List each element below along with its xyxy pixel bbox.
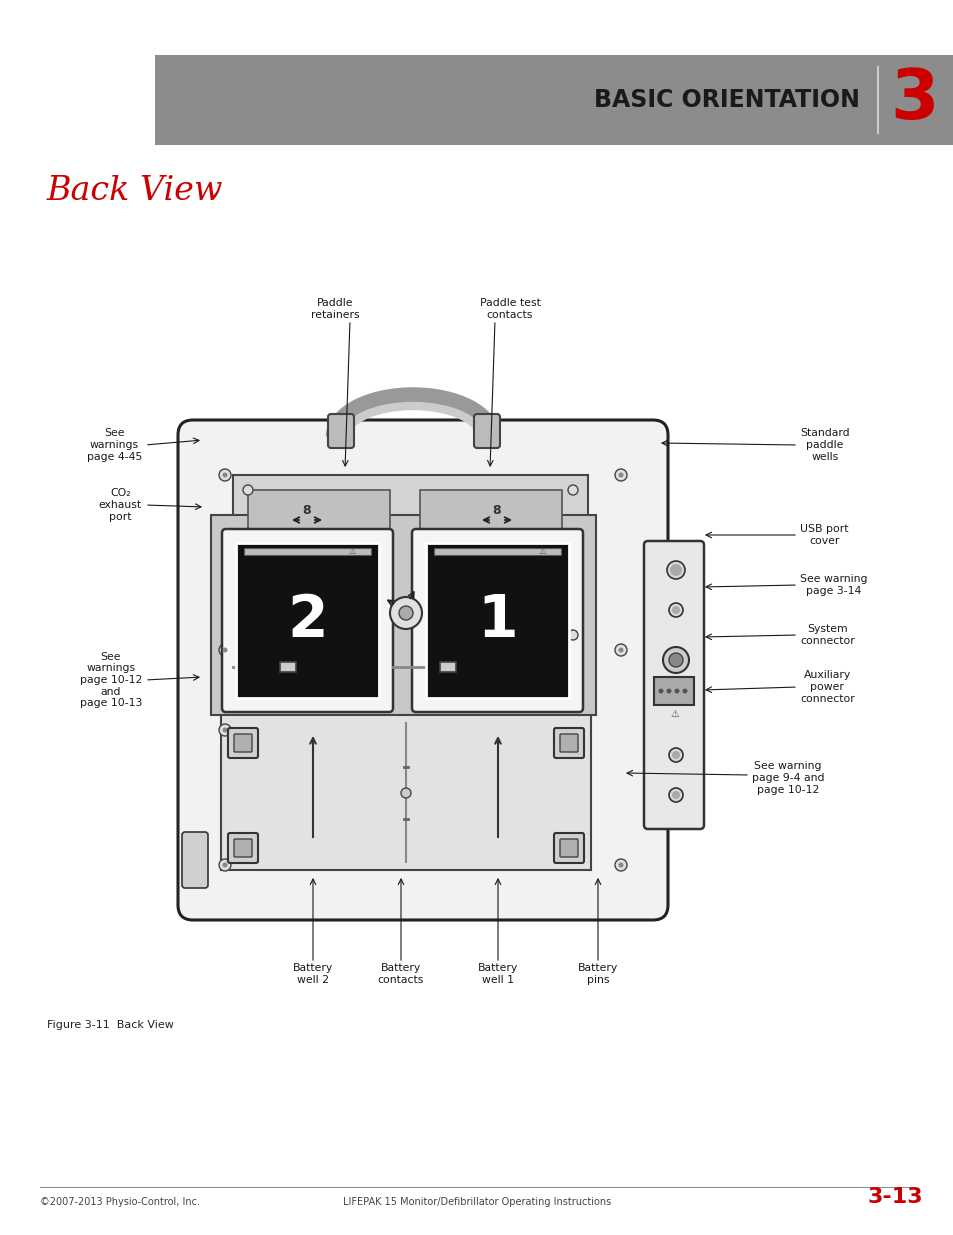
Circle shape: [567, 485, 578, 495]
Circle shape: [668, 603, 682, 618]
FancyBboxPatch shape: [178, 420, 667, 920]
Bar: [426, 543, 568, 698]
FancyBboxPatch shape: [182, 832, 208, 888]
Text: CO₂
exhaust
port: CO₂ exhaust port: [99, 488, 142, 521]
Text: See warning
page 9-4 and
page 10-12: See warning page 9-4 and page 10-12: [751, 762, 823, 794]
Text: LIFEPAK 15 Monitor/Defibrillator Operating Instructions: LIFEPAK 15 Monitor/Defibrillator Operati…: [342, 1197, 611, 1207]
FancyBboxPatch shape: [228, 832, 257, 863]
Circle shape: [618, 473, 623, 478]
Bar: [419, 490, 561, 635]
FancyBboxPatch shape: [412, 529, 582, 713]
FancyBboxPatch shape: [559, 734, 578, 752]
Text: See
warnings
page 10-12
and
page 10-13: See warnings page 10-12 and page 10-13: [79, 652, 142, 708]
Circle shape: [668, 788, 682, 802]
Text: Battery
well 1: Battery well 1: [477, 963, 517, 984]
Text: Standard
paddle
wells: Standard paddle wells: [800, 429, 849, 462]
Bar: [221, 715, 590, 869]
Text: Back View: Back View: [47, 175, 223, 207]
Text: Paddle test
contacts: Paddle test contacts: [479, 299, 539, 320]
Circle shape: [243, 485, 253, 495]
Circle shape: [662, 647, 688, 673]
Circle shape: [666, 561, 684, 579]
Circle shape: [658, 688, 662, 694]
Bar: [434, 548, 560, 555]
Text: Paddle
retainers: Paddle retainers: [311, 299, 359, 320]
Circle shape: [219, 860, 231, 871]
Text: Figure 3-11  Back View: Figure 3-11 Back View: [47, 1020, 173, 1030]
Circle shape: [222, 727, 227, 732]
FancyBboxPatch shape: [328, 414, 354, 448]
Text: See warning
page 3-14: See warning page 3-14: [800, 574, 866, 595]
Bar: [233, 475, 587, 650]
Circle shape: [668, 748, 682, 762]
Text: See
warnings
page 4-45: See warnings page 4-45: [87, 429, 142, 462]
FancyBboxPatch shape: [222, 529, 393, 713]
Circle shape: [222, 473, 227, 478]
Text: 2: 2: [287, 592, 328, 650]
FancyBboxPatch shape: [643, 541, 703, 829]
Circle shape: [668, 653, 682, 667]
Circle shape: [222, 647, 227, 652]
Circle shape: [390, 597, 421, 629]
Text: Battery
well 2: Battery well 2: [293, 963, 333, 984]
Text: ⚠: ⚠: [670, 709, 679, 719]
Text: ⚠: ⚠: [349, 547, 356, 556]
Text: 3: 3: [890, 67, 938, 133]
FancyBboxPatch shape: [554, 727, 583, 758]
Circle shape: [400, 788, 411, 798]
Circle shape: [618, 647, 623, 652]
Circle shape: [674, 688, 679, 694]
Circle shape: [615, 469, 626, 480]
Circle shape: [615, 860, 626, 871]
Circle shape: [618, 862, 623, 867]
Text: Auxiliary
power
connector: Auxiliary power connector: [800, 671, 854, 704]
Circle shape: [669, 564, 681, 576]
Circle shape: [615, 643, 626, 656]
Circle shape: [671, 790, 679, 799]
Text: 3-13: 3-13: [867, 1187, 923, 1207]
Circle shape: [219, 469, 231, 480]
Bar: [154, 56, 953, 144]
FancyBboxPatch shape: [559, 839, 578, 857]
Text: System
connector: System connector: [800, 624, 854, 646]
FancyBboxPatch shape: [474, 414, 499, 448]
Text: USB port
cover: USB port cover: [800, 524, 847, 546]
Circle shape: [219, 724, 231, 736]
Bar: [439, 662, 456, 672]
Text: ⚠: ⚠: [538, 547, 546, 556]
Circle shape: [219, 643, 231, 656]
Text: ©2007-2013 Physio-Control, Inc.: ©2007-2013 Physio-Control, Inc.: [40, 1197, 200, 1207]
Text: BASIC ORIENTATION: BASIC ORIENTATION: [594, 88, 859, 112]
Bar: [211, 515, 596, 715]
Bar: [248, 490, 390, 635]
Bar: [244, 548, 371, 555]
FancyBboxPatch shape: [233, 734, 252, 752]
Text: Battery
contacts: Battery contacts: [377, 963, 424, 984]
FancyBboxPatch shape: [228, 727, 257, 758]
FancyBboxPatch shape: [233, 839, 252, 857]
FancyBboxPatch shape: [554, 832, 583, 863]
Bar: [654, 677, 693, 705]
Circle shape: [398, 606, 413, 620]
Text: 8: 8: [492, 504, 500, 517]
Circle shape: [681, 688, 687, 694]
Circle shape: [243, 630, 253, 640]
Text: Battery
pins: Battery pins: [578, 963, 618, 984]
Bar: [235, 543, 378, 698]
Circle shape: [666, 688, 671, 694]
Text: 8: 8: [302, 504, 311, 517]
Circle shape: [671, 606, 679, 614]
Circle shape: [222, 862, 227, 867]
Bar: [280, 662, 295, 672]
Circle shape: [671, 751, 679, 760]
Circle shape: [567, 630, 578, 640]
Text: 1: 1: [476, 592, 517, 650]
